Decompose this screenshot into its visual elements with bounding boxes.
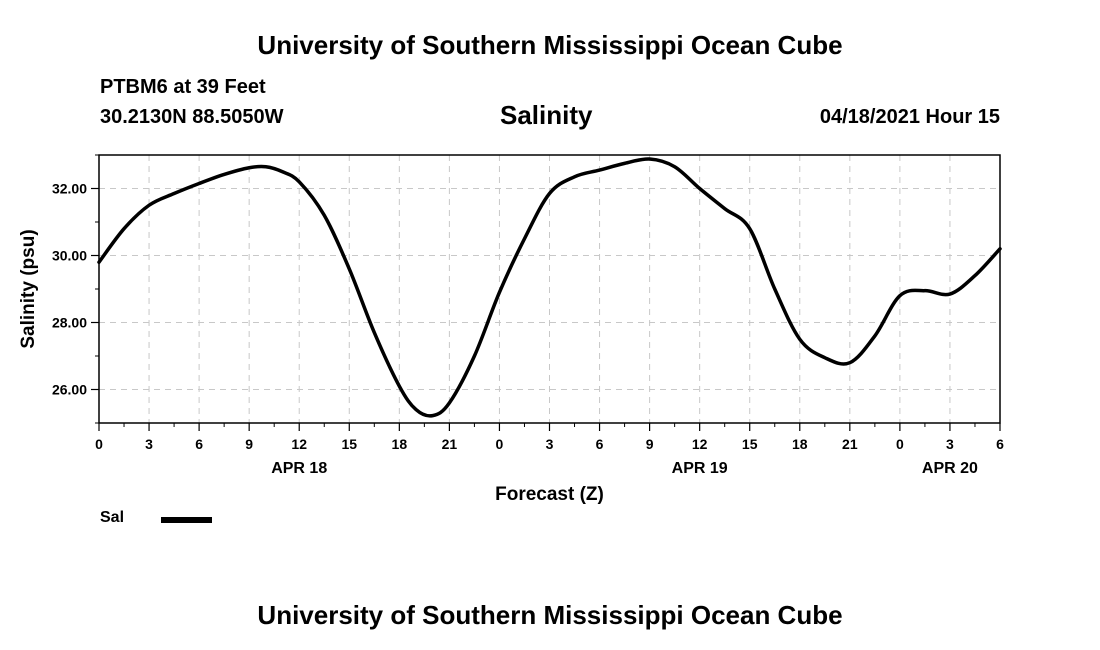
chart-title: Salinity (500, 100, 593, 130)
y-axis-title: Salinity (psu) (18, 229, 39, 348)
forecast-datetime: 04/18/2021 Hour 15 (819, 106, 1000, 128)
x-tick-label-1: 3 (145, 436, 153, 452)
x-tick-label-6: 18 (392, 436, 408, 452)
x-tick-label-3: 9 (245, 436, 253, 452)
x-tick-label-16: 0 (896, 436, 904, 452)
y-tick-label-1: 28.00 (52, 315, 87, 331)
day-label-0: APR 18 (271, 460, 327, 477)
legend-label: Sal (100, 509, 125, 526)
x-tick-label-4: 12 (291, 436, 307, 452)
x-tick-label-10: 6 (596, 436, 604, 452)
x-tick-label-0: 0 (95, 436, 103, 452)
series-line-sal (97, 157, 1002, 418)
x-tick-label-18: 6 (996, 436, 1004, 452)
legend-line-swatch (161, 517, 212, 523)
y-tick-label-2: 30.00 (52, 248, 87, 264)
plot-frame (98, 154, 1001, 424)
station-label: PTBM6 at 39 Feet (100, 76, 266, 98)
x-tick-label-17: 3 (946, 436, 954, 452)
x-tick-label-13: 15 (742, 436, 758, 452)
x-tick-label-2: 6 (195, 436, 203, 452)
x-tick-label-7: 21 (442, 436, 458, 452)
x-tick-label-14: 18 (792, 436, 808, 452)
x-tick-label-5: 15 (341, 436, 357, 452)
x-tick-label-8: 0 (496, 436, 504, 452)
station-coordinates: 30.2130N 88.5050W (100, 106, 284, 128)
x-tick-label-15: 21 (842, 436, 858, 452)
y-tick-label-3: 32.00 (52, 181, 87, 197)
x-tick-label-12: 12 (692, 436, 708, 452)
day-label-2: APR 20 (922, 460, 978, 477)
x-tick-label-9: 3 (546, 436, 554, 452)
y-tick-label-0: 26.00 (52, 382, 87, 398)
x-tick-label-11: 9 (646, 436, 654, 452)
x-axis-title: Forecast (Z) (495, 484, 604, 505)
page-title-bottom: University of Southern Mississippi Ocean… (257, 600, 843, 630)
page-title-top: University of Southern Mississippi Ocean… (257, 30, 843, 60)
day-label-1: APR 19 (672, 460, 728, 477)
